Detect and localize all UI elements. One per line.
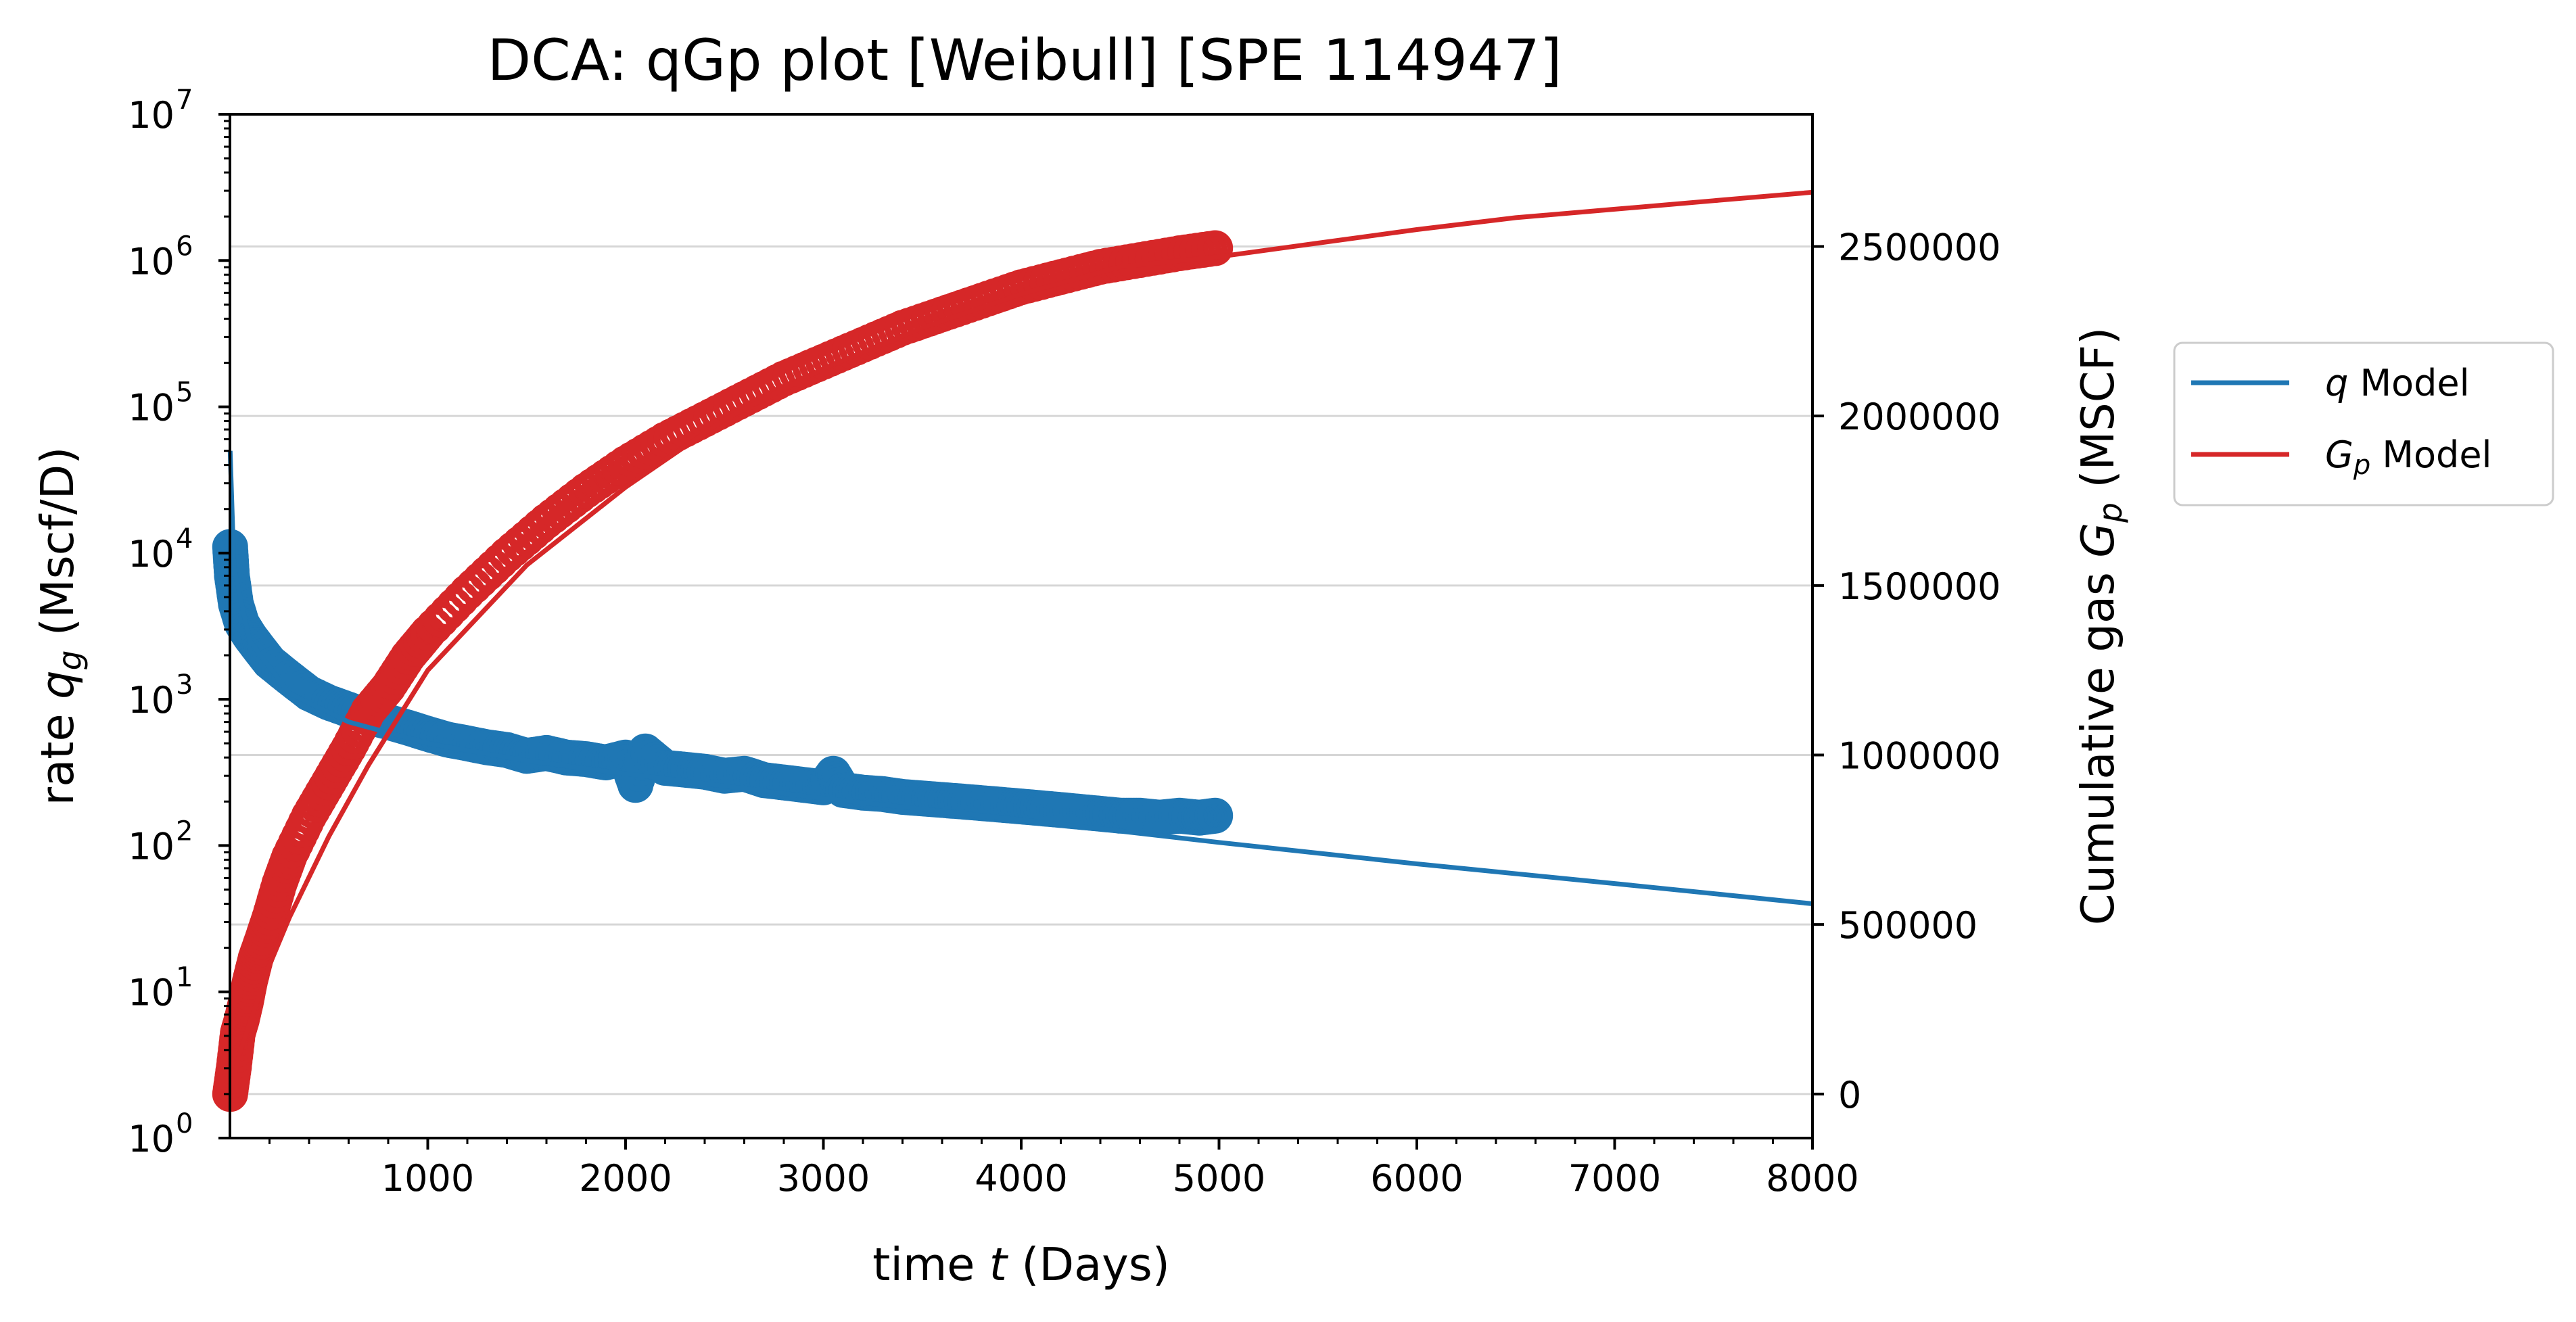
y-left-tick-exponent: 3: [176, 669, 193, 701]
y-left-tick-label: 10: [128, 387, 174, 429]
y-left-tick-exponent: 2: [176, 816, 193, 847]
y-right-label-post: (MSCF): [2071, 327, 2124, 502]
x-axis-label: time t (Days): [872, 1238, 1170, 1291]
y-right-tick-label: 1500000: [1838, 565, 2001, 608]
x-axis-label-pre: time: [872, 1238, 989, 1291]
y-left-tick-exponent: 7: [176, 85, 193, 116]
legend-q-var: q: [2325, 362, 2348, 404]
legend-q-text: Model: [2348, 362, 2469, 404]
y-right-tick-label: 2000000: [1838, 396, 2001, 438]
y-left-label-sub: g: [52, 651, 89, 671]
x-tick-label: 7000: [1568, 1157, 1661, 1200]
y-left-tick-label: 10: [128, 240, 174, 283]
x-tick-label: 8000: [1766, 1157, 1858, 1200]
y-right-tick-label: 2500000: [1838, 227, 2001, 269]
x-tick-label: 1000: [381, 1157, 474, 1200]
series-layer: [212, 189, 1813, 1112]
y-left-tick-exponent: 6: [176, 231, 193, 262]
gp-data-point: [1197, 230, 1234, 266]
legend-label-gp: Gp Model: [2325, 433, 2492, 481]
x-tick-label: 3000: [777, 1157, 870, 1200]
q-model-line: [227, 450, 1813, 906]
y-left-tick-exponent: 4: [176, 523, 193, 554]
y-left-tick-exponent: 0: [176, 1108, 193, 1139]
y-right-tick-label: 500000: [1838, 904, 1977, 947]
y-axis-left-label: rate qg (Mscf/D): [31, 447, 89, 806]
x-tick-label: 4000: [975, 1157, 1067, 1200]
chart-title: DCA: qGp plot [Weibull] [SPE 114947]: [487, 27, 1562, 93]
y-left-tick-label: 10: [128, 679, 174, 722]
y-left-label-var: q: [31, 670, 84, 699]
y-right-label-sub: p: [2092, 502, 2130, 523]
x-tick-label: 5000: [1173, 1157, 1265, 1200]
legend-label-q: q Model: [2325, 362, 2470, 404]
x-axis-label-var: t: [989, 1238, 1009, 1291]
y-left-tick-label: 10: [128, 94, 174, 137]
legend-gp-sub: p: [2353, 450, 2370, 481]
y-left-tick-label: 10: [128, 533, 174, 575]
y-left-tick-label: 10: [128, 972, 174, 1014]
y-axis-right-label: Cumulative gas Gp (MSCF): [2071, 327, 2130, 926]
y-right-label-var: G: [2071, 523, 2124, 558]
y-right-tick-label: 0: [1838, 1074, 1861, 1116]
legend-gp-text: Model: [2370, 433, 2491, 476]
x-tick-label: 6000: [1370, 1157, 1463, 1200]
y-right-tick-label: 1000000: [1838, 735, 2001, 778]
y-left-label-pre: rate: [31, 699, 84, 805]
gp-model-line: [227, 189, 1813, 1095]
y-axis-right: 0 500000 1000000 1500000 2000000 2500000: [1812, 227, 2001, 1116]
y-left-tick-exponent: 1: [176, 962, 193, 993]
y-right-label-pre: Cumulative gas: [2071, 558, 2124, 926]
x-tick-label: 2000: [579, 1157, 672, 1200]
y-left-tick-exponent: 5: [176, 377, 193, 408]
x-axis: 1000 2000 3000 4000 5000 6000 7000 8000: [268, 1138, 1859, 1200]
y-left-tick-label: 10: [128, 825, 174, 868]
y-left-label-post: (Mscf/D): [31, 447, 84, 651]
q-data-point: [1197, 797, 1234, 834]
legend-gp-var: G: [2325, 433, 2353, 476]
legend: q Model Gp Model: [2173, 341, 2554, 506]
x-axis-label-post: (Days): [1007, 1238, 1170, 1291]
y-left-tick-label: 10: [128, 1118, 174, 1160]
